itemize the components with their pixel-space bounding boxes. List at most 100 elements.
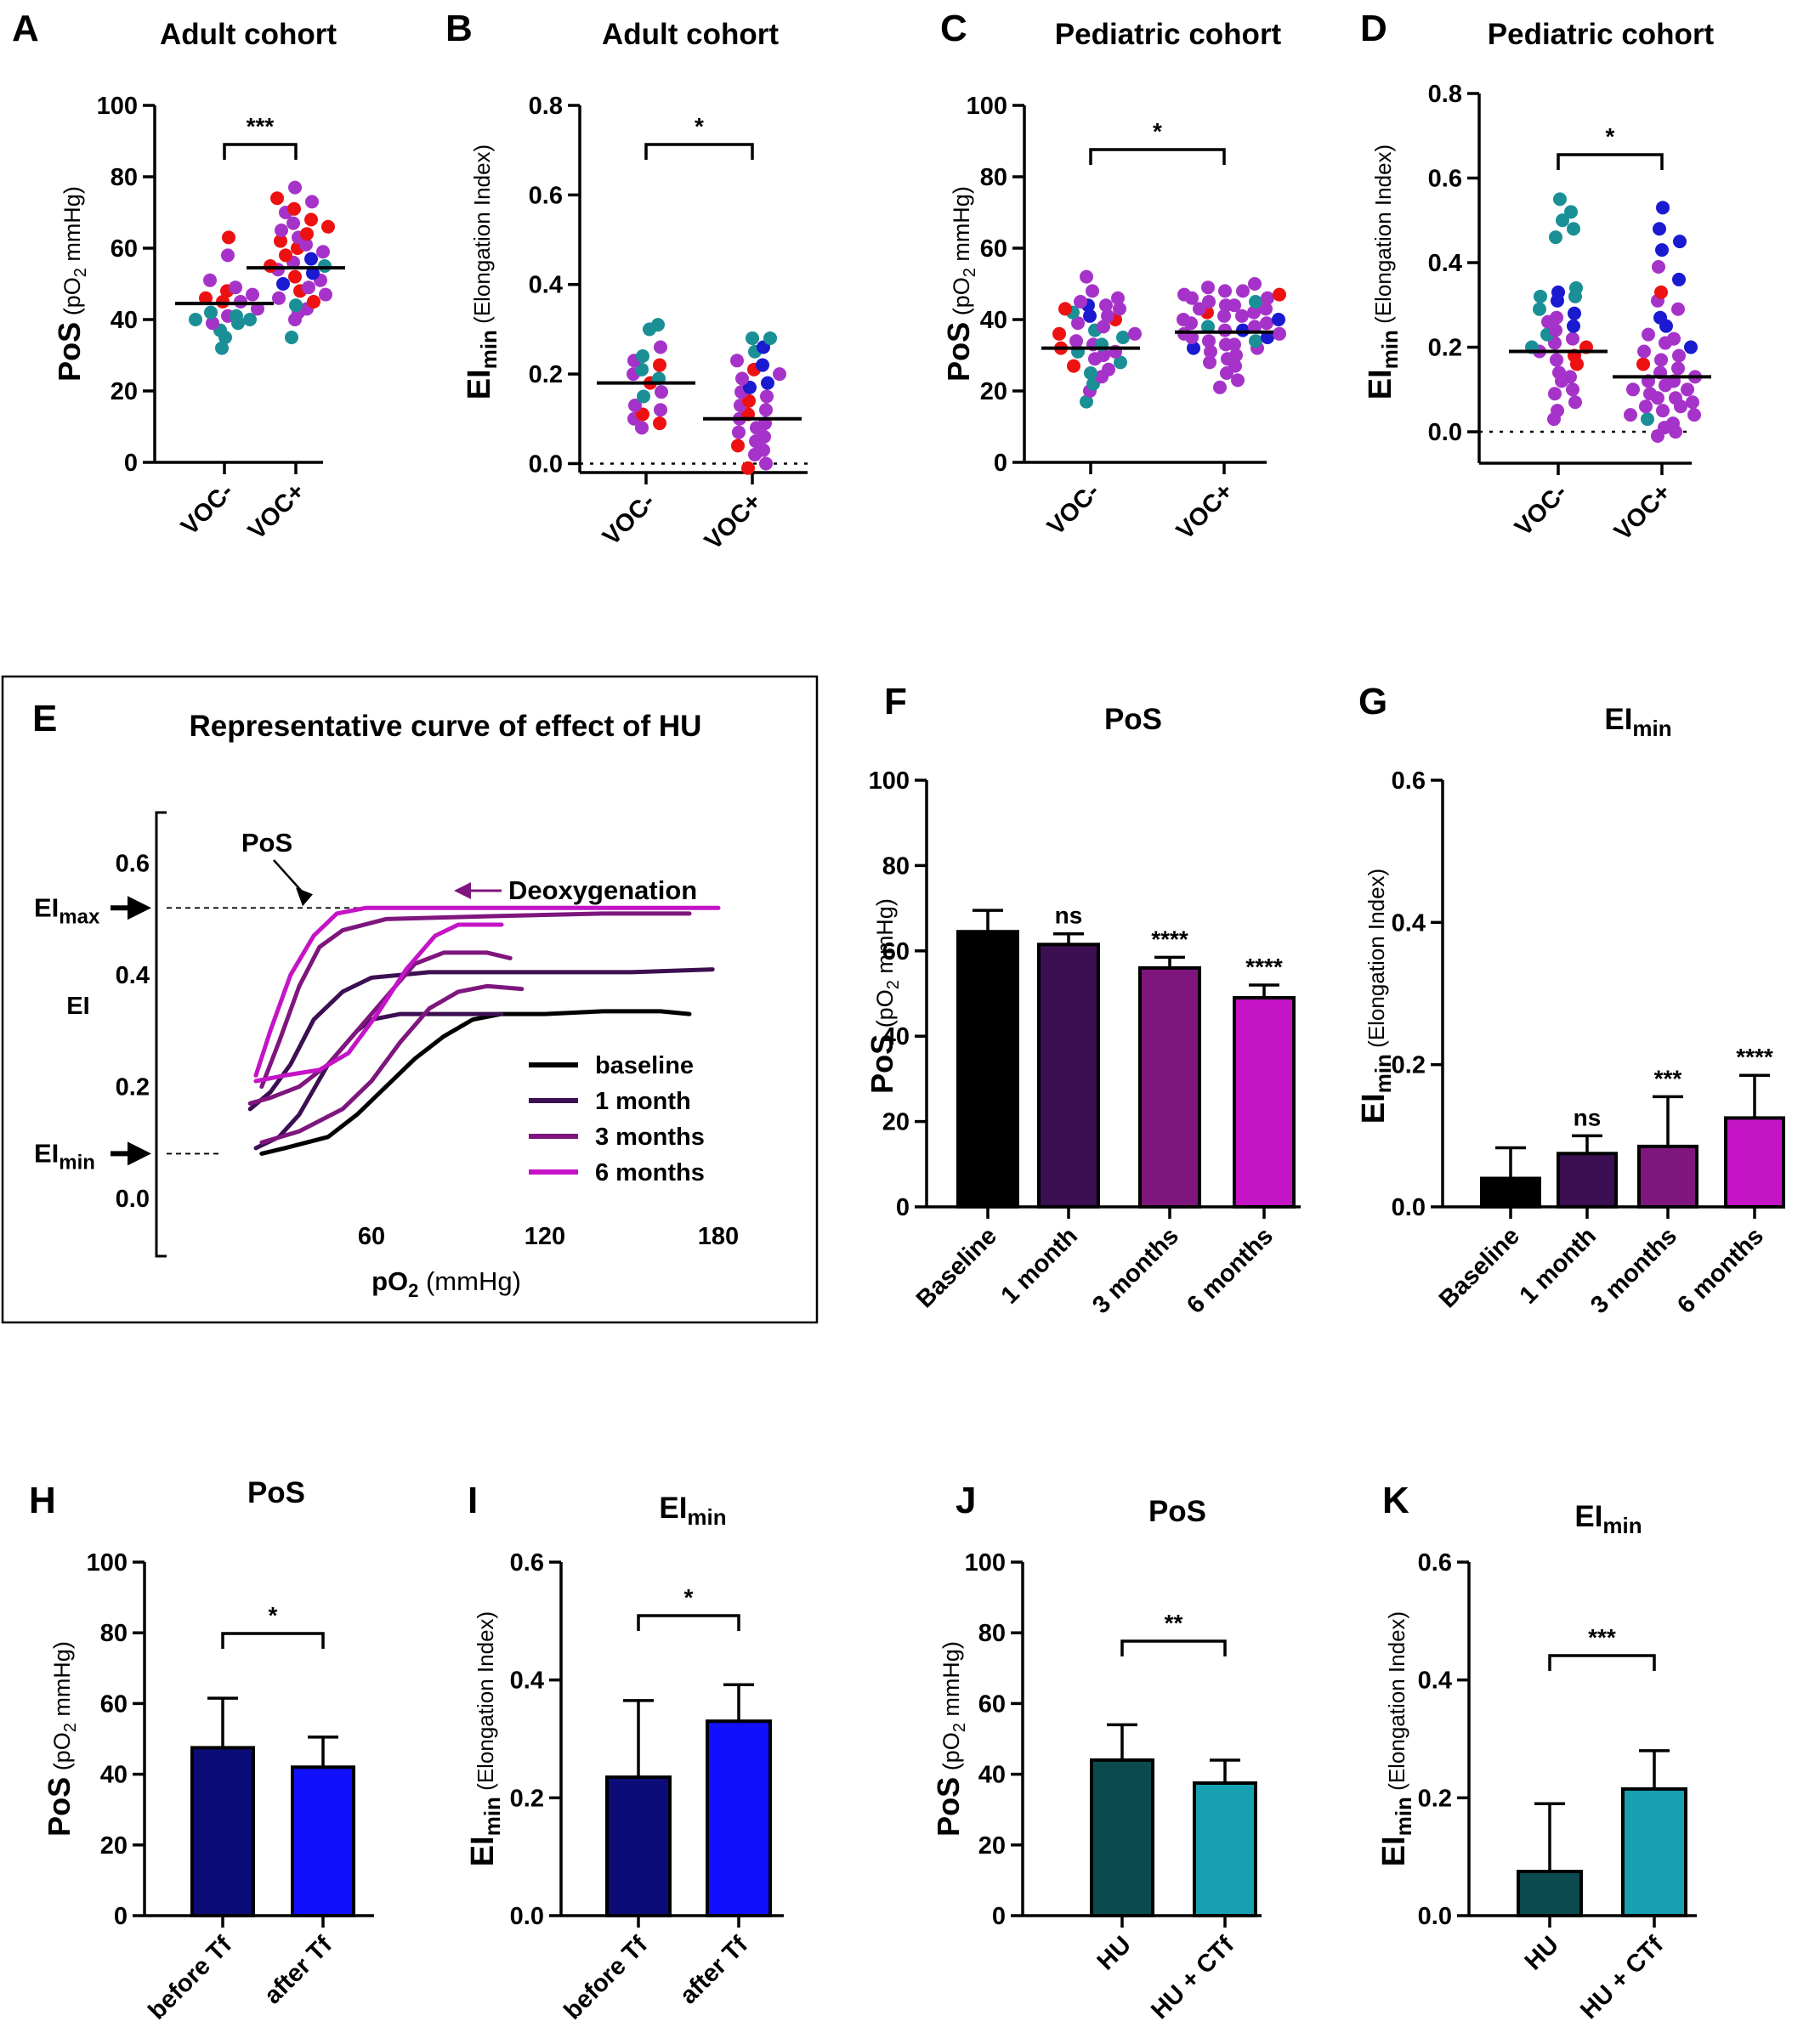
panel-a-data-point <box>272 291 286 305</box>
panel-b-data-point <box>653 358 666 372</box>
panel-d-data-point <box>1687 408 1701 422</box>
panel-b-title: Adult cohort <box>602 18 779 51</box>
panel-d-data-point <box>1667 331 1681 346</box>
panel-c-data-point <box>1071 316 1085 331</box>
panel-e-y-tick-label: 0.6 <box>116 851 150 878</box>
panel-j-y-tick-label: 20 <box>978 1832 1006 1860</box>
panel-d-data-point <box>1564 205 1578 219</box>
panel-c-data-point <box>1218 323 1232 337</box>
panel-c-y-tick-label: 100 <box>967 93 1007 120</box>
panel-k-y-label-sub: min <box>1391 1797 1416 1836</box>
panel-g-bar <box>1637 1144 1698 1209</box>
panel-g-title-sub: min <box>1632 716 1671 741</box>
panel-c-data-point <box>1099 298 1113 313</box>
panel-c-y-label-main: PoS <box>941 322 976 382</box>
panel-c-significance-bracket <box>1089 148 1226 165</box>
panel-f-y-tick-label: 20 <box>882 1109 910 1136</box>
panel-f-y-label-rest: (pO <box>872 989 898 1034</box>
panel-c-data-point <box>1111 291 1125 305</box>
panel-k-label: K <box>1382 1480 1409 1521</box>
panel-a-data-point <box>300 227 314 241</box>
panel-k-y-tick-label: 0.0 <box>1418 1903 1452 1930</box>
panel-c-data-point <box>1114 355 1127 370</box>
panel-e-x-label-sub: 2 <box>408 1280 418 1301</box>
panel-a-data-point <box>286 216 300 230</box>
panel-k-significance-label: *** <box>1588 1624 1616 1650</box>
panel-a-y-label-tail: mmHg) <box>60 186 85 268</box>
panel-j-y-tick-label: 40 <box>978 1762 1006 1789</box>
panel-j-y-label-tail: mmHg) <box>939 1641 964 1723</box>
panel-c-data-point <box>1113 302 1126 316</box>
panel-f-y-label-sub: 2 <box>884 980 903 989</box>
panel-d-data-point <box>1672 272 1686 286</box>
panel-h-y-tick-label: 40 <box>100 1762 128 1789</box>
panel-d-data-point <box>1652 260 1665 274</box>
panel-c-data-point <box>1273 287 1286 302</box>
panel-d-data-point <box>1672 348 1686 363</box>
panel-c-data-point <box>1101 309 1114 323</box>
panel-i-title-main: EI <box>659 1492 687 1525</box>
panel-g-y-label-sub: min <box>1370 1054 1396 1093</box>
panel-g-y-tick-label: 0.4 <box>1392 909 1426 937</box>
panel-a-data-point <box>222 230 235 245</box>
panel-a-data-point <box>274 234 287 248</box>
panel-c-data-point <box>1236 284 1250 298</box>
panel-b-data-point <box>741 461 755 475</box>
panel-a-data-point <box>234 295 247 309</box>
panel-c-data-point <box>1229 348 1243 362</box>
panel-i-y-tick-label: 0.6 <box>510 1549 544 1577</box>
panel-d-data-point <box>1533 302 1546 316</box>
panel-d-data-point <box>1671 361 1685 376</box>
panel-b-data-point <box>637 389 650 404</box>
panel-c-y-tick-label: 80 <box>980 164 1007 191</box>
panel-d-data-point <box>1671 302 1685 316</box>
panel-i-title: EImin <box>659 1492 726 1530</box>
panel-a-data-point <box>199 291 213 305</box>
panel-f-label: F <box>884 681 907 722</box>
panel-j-y-label-rest: (pO <box>939 1732 964 1777</box>
panel-a-y-tick-label: 100 <box>97 93 138 120</box>
panel-f-significance-label: **** <box>1245 954 1283 980</box>
panel-d-data-point <box>1643 387 1657 401</box>
panel-a-data-point <box>218 331 232 344</box>
panel-d-data-point <box>1624 408 1637 422</box>
panel-g-significance-label: **** <box>1736 1044 1773 1070</box>
panel-a-data-point <box>304 212 318 227</box>
panel-a-data-point <box>206 316 219 331</box>
panel-a-data-point <box>289 298 303 313</box>
panel-d-data-point <box>1626 382 1640 397</box>
panel-b-data-point <box>635 421 649 435</box>
panel-e-series-line <box>259 911 692 1090</box>
panel-b-data-point <box>635 362 649 377</box>
panel-c-data-point <box>1084 366 1097 380</box>
panel-j-significance-label: ** <box>1165 1610 1183 1636</box>
panel-c-data-point <box>1052 326 1066 341</box>
panel-c-data-point <box>1083 309 1097 323</box>
panel-b-significance-label: * <box>695 113 704 139</box>
panel-h-y-tick-label: 60 <box>100 1690 128 1718</box>
panel-d-data-point <box>1655 243 1669 258</box>
panel-b-data-point <box>653 416 666 431</box>
panel-a-data-point <box>321 219 335 234</box>
panel-j-y-axis-label: PoS (pO2 mmHg) <box>931 1641 969 1837</box>
panel-h-y-label-main: PoS <box>42 1777 77 1837</box>
panel-a-y-label-sub: 2 <box>71 268 90 277</box>
panel-c-data-point <box>1260 316 1273 331</box>
panel-d-data-point <box>1569 280 1583 295</box>
panel-c-data-point <box>1201 280 1215 295</box>
panel-f-y-tick-label: 0 <box>896 1194 910 1221</box>
panel-h-title: PoS <box>247 1476 305 1509</box>
panel-a-data-point <box>203 273 217 287</box>
panel-g-significance-label: ns <box>1574 1104 1602 1130</box>
panel-e-pos-annotation: PoS <box>241 828 292 858</box>
panel-c-label: C <box>940 8 967 49</box>
panel-i-y-tick-label: 0.4 <box>510 1667 544 1695</box>
panel-e: E Representative curve of effect of HU 0… <box>1 675 819 1324</box>
panel-e-ei-min-label: EImin <box>34 1138 95 1174</box>
panel-a-data-point <box>316 245 330 259</box>
panel-a-y-tick-label: 20 <box>111 378 138 405</box>
panel-a-data-point <box>288 180 302 195</box>
